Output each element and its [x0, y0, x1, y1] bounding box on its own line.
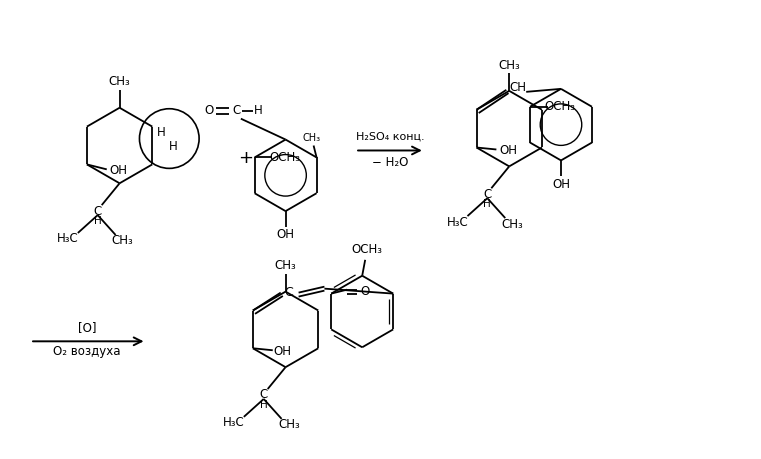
Text: OCH₃: OCH₃: [544, 100, 575, 113]
Text: CH₃: CH₃: [112, 235, 133, 247]
Text: C: C: [94, 205, 102, 218]
Text: C: C: [260, 388, 268, 402]
Text: H₃C: H₃C: [447, 216, 469, 229]
Text: OH: OH: [110, 164, 128, 177]
Text: O: O: [361, 285, 370, 298]
Text: OH: OH: [552, 178, 570, 191]
Text: H₂SO₄ конц.: H₂SO₄ конц.: [355, 132, 424, 141]
Text: H: H: [483, 199, 491, 209]
Text: C: C: [233, 104, 241, 117]
Text: CH: CH: [510, 81, 527, 95]
Text: H₃C: H₃C: [57, 232, 79, 246]
Text: − H₂O: − H₂O: [372, 156, 408, 169]
Text: O: O: [205, 104, 214, 117]
Text: OCH₃: OCH₃: [269, 151, 300, 164]
Text: [O]: [O]: [78, 321, 96, 334]
Text: OH: OH: [274, 345, 291, 358]
Text: CH₃: CH₃: [498, 58, 520, 72]
Text: H: H: [254, 104, 263, 117]
Text: H₃C: H₃C: [223, 416, 245, 429]
Text: C: C: [285, 286, 293, 299]
Text: H: H: [169, 140, 177, 153]
Text: H: H: [94, 216, 102, 226]
Text: C: C: [483, 188, 492, 201]
Text: CH₃: CH₃: [109, 75, 130, 89]
Text: CH₃: CH₃: [279, 418, 301, 431]
Text: H: H: [260, 400, 268, 410]
Text: OCH₃: OCH₃: [352, 243, 383, 257]
Text: CH₃: CH₃: [275, 259, 297, 272]
Text: O₂ воздуха: O₂ воздуха: [53, 345, 120, 358]
Text: OH: OH: [499, 144, 517, 157]
Text: CH₃: CH₃: [303, 133, 320, 143]
Text: CH₃: CH₃: [501, 218, 523, 230]
Text: OH: OH: [276, 229, 295, 241]
Text: +: +: [238, 150, 253, 168]
Text: H: H: [157, 126, 166, 139]
